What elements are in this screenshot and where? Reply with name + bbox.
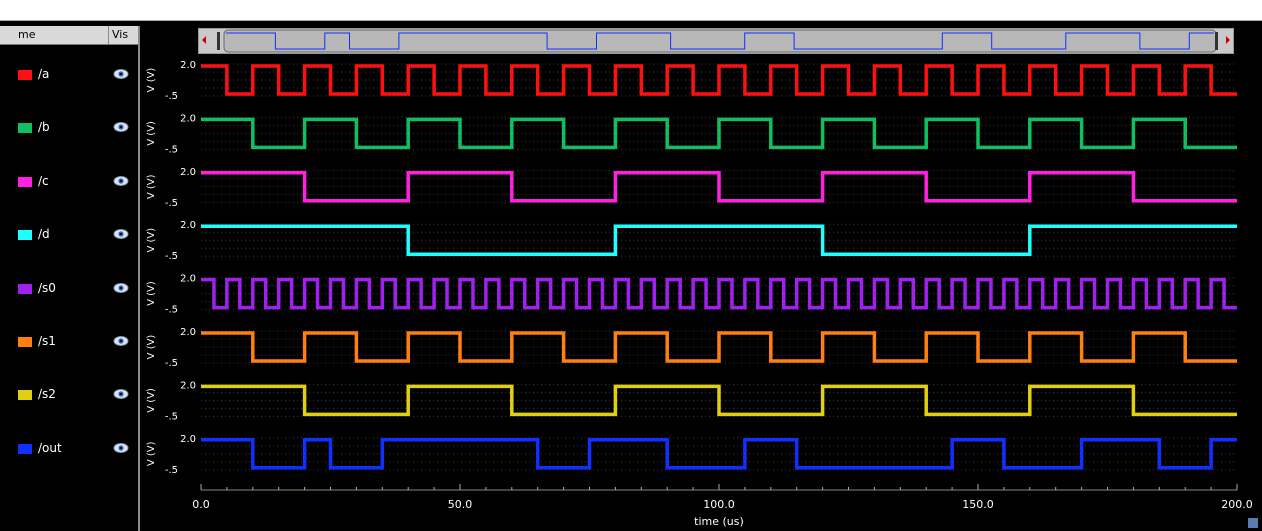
y-tick-label: 2.0 [180,60,196,71]
resize-grip[interactable] [1248,518,1258,528]
signal-row[interactable]: /a [0,66,138,86]
x-tick-label: 50.0 [448,498,473,511]
y-tick-label: -.5 [165,251,178,262]
eye-icon[interactable] [113,335,129,347]
signal-list-panel: me Vis /a/b/c/d/s0/s1/s2/out [0,26,140,531]
signal-row[interactable]: /s2 [0,386,138,406]
signal-row[interactable]: /out [0,440,138,460]
signal-name: /out [38,440,62,455]
eye-icon[interactable] [113,68,129,80]
x-tick-label: 150.0 [962,498,994,511]
signal-color-swatch [18,283,32,294]
y-axis-label: V (V) [146,228,157,253]
signal-row[interactable]: /d [0,226,138,246]
y-tick-label: 2.0 [180,167,196,178]
y-tick-label: 2.0 [180,220,196,231]
y-tick-label: -.5 [165,198,178,209]
signal-name: /b [38,120,50,135]
eye-icon[interactable] [113,442,129,454]
x-tick-label: 0.0 [192,498,210,511]
y-axis-label: V (V) [146,68,157,93]
title-bar [0,0,1262,26]
signal-color-swatch [18,70,32,80]
waveform-s0 [201,277,1237,310]
right-grip-handle[interactable] [1215,32,1218,50]
signal-name: /d [38,227,50,242]
signal-color-swatch [18,230,32,241]
waveform-a [201,64,1237,96]
waveform-b [201,117,1237,150]
y-tick-label: -.5 [165,91,178,102]
eye-icon[interactable] [113,121,129,133]
y-tick-label: -.5 [165,305,178,316]
signal-color-swatch [18,337,32,347]
eye-icon[interactable] [113,388,129,400]
y-tick-label: -.5 [165,411,178,422]
y-tick-label: 2.0 [180,380,196,391]
signal-name: /s2 [38,387,56,402]
name-column-header[interactable]: me [18,28,36,41]
signal-row[interactable]: /s1 [0,333,138,353]
waveform-d [201,224,1237,256]
scroll-left-arrow-icon[interactable] [202,36,206,44]
signal-name: /a [38,67,50,81]
eye-icon[interactable] [113,175,129,187]
signal-color-swatch [18,123,32,134]
scroll-right-arrow-icon[interactable] [1226,36,1230,44]
signal-row[interactable]: /s0 [0,280,138,300]
vis-column-header[interactable]: Vis [108,26,138,44]
signal-name: /c [38,173,49,188]
eye-icon[interactable] [113,282,129,294]
y-axis-label: V (V) [146,121,157,146]
y-axis-label: V (V) [146,335,157,360]
waveform-s1 [201,331,1237,363]
y-tick-label: 2.0 [180,113,196,124]
waveform-out [201,438,1237,470]
x-axis-label: time (us) [694,515,744,528]
signal-color-swatch [18,443,32,454]
y-tick-label: 2.0 [180,274,196,285]
y-axis-label: V (V) [146,441,157,466]
y-tick-label: -.5 [165,358,178,369]
y-tick-label: -.5 [165,144,178,155]
y-axis-label: V (V) [146,388,157,413]
y-tick-label: 2.0 [180,327,196,338]
y-tick-label: -.5 [165,465,178,476]
waveform-c [201,171,1237,203]
signal-name: /s0 [38,280,56,295]
window-title [18,8,128,20]
x-tick-label: 100.0 [703,498,735,511]
overview-waveform [226,32,1214,50]
left-grip-handle[interactable] [217,32,220,50]
signal-row[interactable]: /b [0,119,138,139]
title-strip [0,0,1262,21]
y-axis-label: V (V) [146,174,157,199]
signal-row[interactable]: /c [0,173,138,193]
y-tick-label: 2.0 [180,434,196,445]
y-axis-label: V (V) [146,281,157,306]
signal-color-swatch [18,176,32,187]
signal-color-swatch [18,390,32,401]
waveform-s2 [201,384,1237,417]
signal-list-header: me Vis [0,26,138,45]
signal-name: /s1 [38,334,56,348]
eye-icon[interactable] [113,228,129,240]
x-tick-label: 200.0 [1221,498,1253,511]
